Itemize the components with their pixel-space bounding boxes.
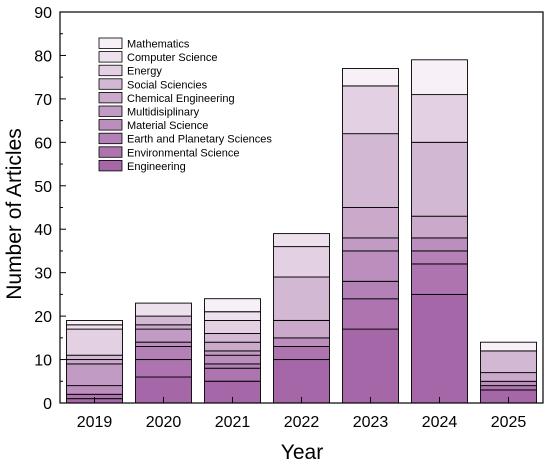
bar-segment-2022-s7 <box>273 246 330 278</box>
y-tick-label: 50 <box>34 179 52 196</box>
legend-swatch <box>98 119 123 131</box>
bar-segment-2022-s8 <box>273 233 330 248</box>
bar-segment-2023-s6 <box>342 133 399 208</box>
bar-segment-2022-s0 <box>273 359 330 404</box>
bar-segment-2023-s3 <box>342 250 399 282</box>
bar-segment-2024-s5 <box>411 215 468 239</box>
bar-segment-2020-s2 <box>135 346 192 360</box>
legend-label: Material Science <box>127 120 208 132</box>
bar-segment-2023-s9 <box>342 68 399 87</box>
bar-segment-2020-s4 <box>135 328 192 343</box>
legend-swatch <box>98 105 123 117</box>
bar-segment-2025-s9 <box>480 341 537 352</box>
bar-segment-2019-s6 <box>66 354 123 360</box>
legend-label: Social Sciencies <box>127 79 208 91</box>
bar-segment-2021-s8 <box>204 311 261 321</box>
x-tick-label: 2024 <box>422 414 458 431</box>
y-tick-label: 70 <box>34 92 52 109</box>
x-tick-label: 2022 <box>284 414 320 431</box>
bar-segment-2024-s2 <box>411 250 468 265</box>
bar-segment-2023-s0 <box>342 328 399 404</box>
y-tick-label: 40 <box>34 222 52 239</box>
x-tick-label: 2020 <box>146 414 182 431</box>
bar-segment-2023-s2 <box>342 280 399 300</box>
bar-segment-2021-s6 <box>204 333 261 343</box>
legend-swatch <box>98 37 123 49</box>
y-tick-label: 30 <box>34 266 52 283</box>
legend-label: Multidisiplinary <box>127 107 200 119</box>
bar-segment-2021-s2 <box>204 363 261 369</box>
legend-swatch <box>98 159 123 172</box>
x-tick-label: 2023 <box>353 414 389 431</box>
bar-segment-2020-s6 <box>135 315 192 326</box>
legend-swatch <box>98 51 123 63</box>
bar-segment-2023-s5 <box>342 207 399 239</box>
legend-label: Engineering <box>127 161 186 173</box>
bar-segment-2024-s3 <box>411 237 468 252</box>
legend-label: Environmental Science <box>127 147 240 159</box>
y-tick-label: 0 <box>43 396 52 413</box>
bar-segment-2021-s1 <box>204 367 261 382</box>
bar-segment-2022-s1 <box>273 346 330 360</box>
bar-segment-2023-s7 <box>342 85 399 135</box>
bar-segment-2021-s5 <box>204 341 261 352</box>
bar-layer <box>66 59 537 404</box>
legend-label: Chemical Engineering <box>127 93 235 105</box>
bar-segment-2019-s3 <box>66 385 123 395</box>
legend-label: Computer Science <box>127 52 218 64</box>
x-axis-label: Year <box>281 441 323 464</box>
x-tick-label: 2025 <box>491 414 527 431</box>
bar-segment-2020-s5 <box>135 324 192 330</box>
bar-segment-2019-s5 <box>66 359 123 365</box>
legend-swatch <box>98 146 123 158</box>
y-tick-label: 20 <box>34 309 52 326</box>
bar-segment-2025-s1 <box>480 385 537 391</box>
legend-swatch <box>98 92 123 104</box>
bar-segment-2025-s6 <box>480 350 537 374</box>
bar-segment-2021-s7 <box>204 320 261 334</box>
bar-segment-2021-s9 <box>204 298 261 313</box>
legend-label: Earth and Planetary Sciences <box>127 134 272 146</box>
legend-label: Mathematics <box>127 39 190 51</box>
x-tick-label: 2021 <box>215 414 251 431</box>
bar-segment-2019-s7 <box>66 328 123 356</box>
x-tick-label: 2019 <box>77 414 113 431</box>
legend-swatch <box>98 78 123 90</box>
legend-swatch <box>98 132 123 145</box>
y-axis-label: Number of Articles <box>3 128 26 300</box>
axes-layer: 0 10 20 30 40 50 60 70 80 90 2019 2020 2021 2022 2023 2… <box>34 5 544 431</box>
bar-segment-2022-s6 <box>273 276 330 321</box>
bar-segment-2019-s4 <box>66 363 123 387</box>
bar-segment-2021-s4 <box>204 350 261 356</box>
legend-label: Energy <box>127 66 162 78</box>
bar-segment-2020-s8 <box>135 302 192 317</box>
bar-segment-2019-s9 <box>66 320 123 326</box>
y-tick-label: 60 <box>34 135 52 152</box>
bar-segment-2020-s3 <box>135 341 192 347</box>
bar-segment-2021-s3 <box>204 354 261 365</box>
bar-segment-2023-s1 <box>342 298 399 330</box>
bar-segment-2025-s5 <box>480 372 537 382</box>
bar-segment-2024-s6 <box>411 141 468 217</box>
bar-segment-2024-s1 <box>411 263 468 295</box>
bar-segment-2020-s1 <box>135 359 192 378</box>
legend-swatch <box>98 64 123 77</box>
bar-segment-2019-s8 <box>66 324 123 330</box>
bar-segment-2023-s4 <box>342 237 399 252</box>
bar-segment-2022-s5 <box>273 320 330 339</box>
y-tick-label: 80 <box>34 48 52 65</box>
bar-segment-2022-s3 <box>273 337 330 347</box>
bar-segment-2025-s3 <box>480 380 537 387</box>
bar-segment-2024-s7 <box>411 94 468 143</box>
bar-segment-2024-s9 <box>411 59 468 96</box>
bar-segment-2024-s0 <box>411 293 468 404</box>
y-tick-label: 10 <box>34 353 52 370</box>
y-tick-label: 90 <box>34 5 52 22</box>
